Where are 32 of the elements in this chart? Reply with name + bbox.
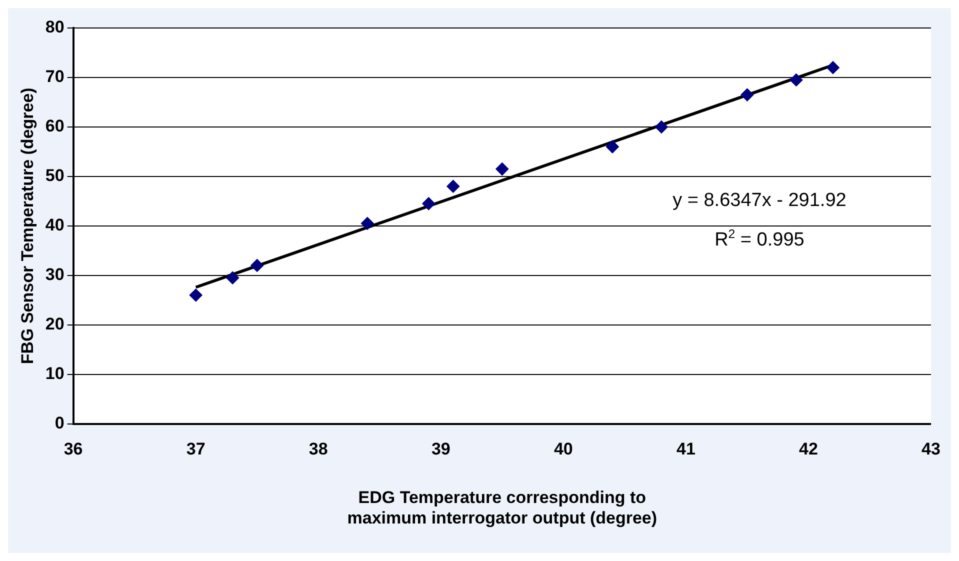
y-tick-label: 10 (45, 364, 64, 384)
x-tick-label: 42 (799, 440, 818, 459)
y-tick-label: 70 (45, 67, 64, 86)
x-tick-label: 37 (186, 440, 206, 459)
x-tick-label: 38 (308, 440, 328, 459)
x-tick-label: 43 (922, 440, 940, 459)
point (422, 197, 436, 210)
y-tick-label: 60 (45, 116, 64, 136)
point (740, 88, 754, 102)
point (189, 288, 202, 302)
point (790, 73, 803, 86)
point (496, 162, 509, 176)
y-tick-label: 20 (45, 314, 64, 334)
x-tick-label: 36 (64, 440, 83, 459)
y-tick-label: 50 (45, 166, 64, 186)
y-tick-label: 0 (54, 413, 64, 432)
y-axis-title: FBG Sensor Temperature (degree) (18, 88, 37, 364)
point (250, 258, 264, 272)
x-tick-label: 40 (554, 440, 573, 459)
x-tick-label: 39 (431, 440, 450, 459)
y-tick-label: 80 (45, 18, 64, 37)
y-tick-label: 40 (45, 216, 64, 235)
x-tick-label: 41 (676, 440, 696, 459)
x-axis-title: EDG Temperature corresponding to maximum interrogator output (degree) (347, 488, 658, 528)
point (446, 180, 460, 193)
y-tick-label: 30 (45, 265, 64, 284)
point (826, 61, 840, 74)
point (226, 271, 240, 284)
point (654, 120, 668, 134)
annotation: y = 8.6347x - 291.92 (672, 190, 846, 212)
point (606, 140, 619, 154)
point (360, 216, 374, 230)
